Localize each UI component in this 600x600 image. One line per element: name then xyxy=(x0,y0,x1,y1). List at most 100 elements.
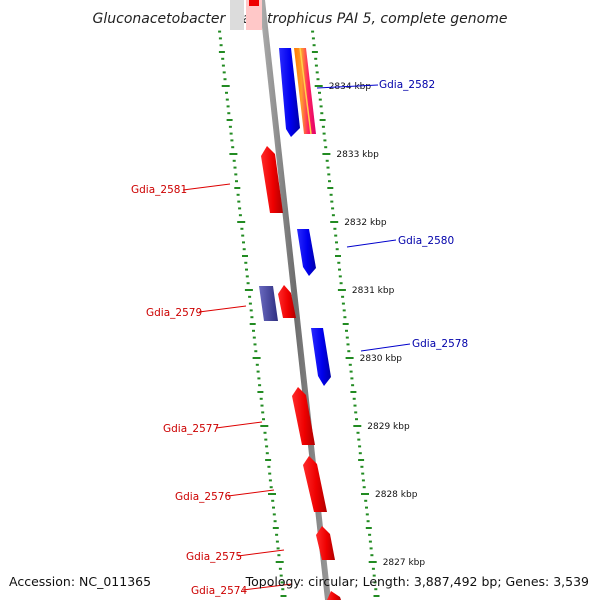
gene-gdia-2577-glyph[interactable] xyxy=(292,387,315,445)
right-minor-tick xyxy=(341,295,345,298)
gene-gdia-2576-glyph[interactable] xyxy=(303,456,327,512)
right-minor-tick xyxy=(354,411,358,414)
right-minor-tick xyxy=(323,139,327,142)
left-minor-tick xyxy=(271,499,275,502)
gene-label-gdia-2581[interactable]: Gdia_2581 xyxy=(131,184,187,196)
right-minor-tick xyxy=(353,404,357,407)
left-minor-tick xyxy=(237,200,241,203)
right-minor-tick xyxy=(368,540,372,543)
gene-gdia-2575-glyph[interactable] xyxy=(316,526,335,560)
accession-text: Accession: NC_011365 xyxy=(9,574,151,589)
right-minor-tick xyxy=(335,255,341,257)
right-minor-tick xyxy=(370,554,374,557)
right-minor-tick xyxy=(373,581,377,584)
left-minor-tick xyxy=(281,588,285,591)
right-minor-tick xyxy=(341,302,345,305)
right-minor-tick xyxy=(348,363,352,366)
left-minor-tick xyxy=(259,397,263,400)
kbp-tick-label: 2829 kbp xyxy=(367,422,410,432)
left-minor-tick xyxy=(280,595,287,597)
right-minor-tick xyxy=(337,261,341,264)
left-major-tick xyxy=(229,153,238,155)
gene-labels: Gdia_2582 Gdia_2581 Gdia_2580 Gdia_2579 … xyxy=(131,79,468,597)
right-minor-tick xyxy=(327,173,331,176)
left-minor-tick xyxy=(258,384,262,387)
left-minor-tick xyxy=(265,452,269,455)
left-major-tick xyxy=(221,85,230,87)
right-minor-tick xyxy=(327,187,334,189)
right-minor-tick xyxy=(331,214,335,217)
genome-summary-text: Topology: circular; Length: 3,887,492 bp… xyxy=(245,574,589,589)
left-minor-tick xyxy=(280,581,284,584)
gene-label-gdia-2582[interactable]: Gdia_2582 xyxy=(379,79,435,91)
left-minor-tick xyxy=(232,159,236,162)
right-minor-tick xyxy=(374,588,378,591)
left-tick-track xyxy=(218,30,287,597)
right-minor-tick xyxy=(316,78,320,81)
gene-label-gdia-2578[interactable]: Gdia_2578 xyxy=(412,338,468,350)
left-minor-tick xyxy=(257,391,264,393)
right-major-tick xyxy=(322,153,331,155)
right-minor-tick xyxy=(368,533,372,536)
right-major-tick xyxy=(368,561,377,563)
right-minor-tick xyxy=(342,323,349,325)
right-major-tick xyxy=(361,493,369,495)
left-minor-tick xyxy=(225,91,228,94)
right-minor-tick xyxy=(318,98,322,101)
left-minor-tick xyxy=(278,567,282,570)
left-minor-tick xyxy=(238,214,242,217)
left-major-tick xyxy=(252,357,261,359)
right-minor-tick xyxy=(311,37,315,40)
left-minor-tick xyxy=(248,302,252,305)
left-minor-tick xyxy=(275,533,279,536)
gene-label-gdia-2577[interactable]: Gdia_2577 xyxy=(163,423,219,435)
left-minor-tick xyxy=(236,193,240,196)
right-minor-tick xyxy=(331,207,335,210)
left-minor-tick xyxy=(219,44,223,47)
right-minor-tick xyxy=(333,227,337,230)
right-minor-tick xyxy=(314,64,318,67)
gene-label-gdia-2576[interactable]: Gdia_2576 xyxy=(175,491,231,503)
right-minor-tick xyxy=(362,486,366,489)
left-major-tick xyxy=(268,493,276,495)
left-minor-tick xyxy=(221,57,225,60)
left-minor-tick xyxy=(265,459,272,461)
gene-label-gdia-2574[interactable]: Gdia_2574 xyxy=(191,585,247,597)
left-minor-tick xyxy=(218,37,222,40)
right-minor-tick xyxy=(350,377,354,380)
left-minor-tick xyxy=(248,295,252,298)
right-major-tick xyxy=(314,85,323,87)
right-minor-tick xyxy=(350,391,357,393)
gene-gdia-2579-glyph[interactable] xyxy=(259,285,296,321)
gene-label-gdia-2579[interactable]: Gdia_2579 xyxy=(146,307,202,319)
right-minor-tick xyxy=(322,132,326,135)
left-minor-tick xyxy=(250,316,254,319)
gene-label-gdia-2580[interactable]: Gdia_2580 xyxy=(398,235,454,247)
left-minor-tick xyxy=(272,506,275,509)
kbp-tick-label: 2827 kbp xyxy=(383,558,426,568)
left-minor-tick xyxy=(241,234,245,237)
left-minor-tick xyxy=(230,139,234,142)
right-minor-tick xyxy=(358,459,365,461)
genome-backbone xyxy=(259,0,331,600)
left-minor-tick xyxy=(277,554,281,557)
gene-gdia-2578-glyph[interactable] xyxy=(311,328,331,386)
gene-gdia-2580-glyph[interactable] xyxy=(297,229,316,276)
right-minor-tick xyxy=(328,180,331,183)
left-minor-tick xyxy=(263,431,267,434)
right-minor-tick xyxy=(355,418,358,421)
right-minor-tick xyxy=(352,397,356,400)
left-minor-tick xyxy=(221,64,225,67)
left-major-tick xyxy=(275,561,284,563)
right-minor-tick xyxy=(320,112,324,115)
left-minor-tick xyxy=(265,445,269,448)
kbp-tick-label: 2831 kbp xyxy=(352,286,395,296)
gene-gdia-2581-glyph[interactable] xyxy=(261,146,283,213)
gene-gdia-2582-glyph[interactable] xyxy=(279,47,316,137)
gene-gdia-2574-glyph[interactable] xyxy=(327,591,341,600)
right-minor-tick xyxy=(343,316,347,319)
gene-label-gdia-2575[interactable]: Gdia_2575 xyxy=(186,551,242,563)
left-minor-tick xyxy=(268,479,272,482)
left-minor-tick xyxy=(227,112,231,115)
